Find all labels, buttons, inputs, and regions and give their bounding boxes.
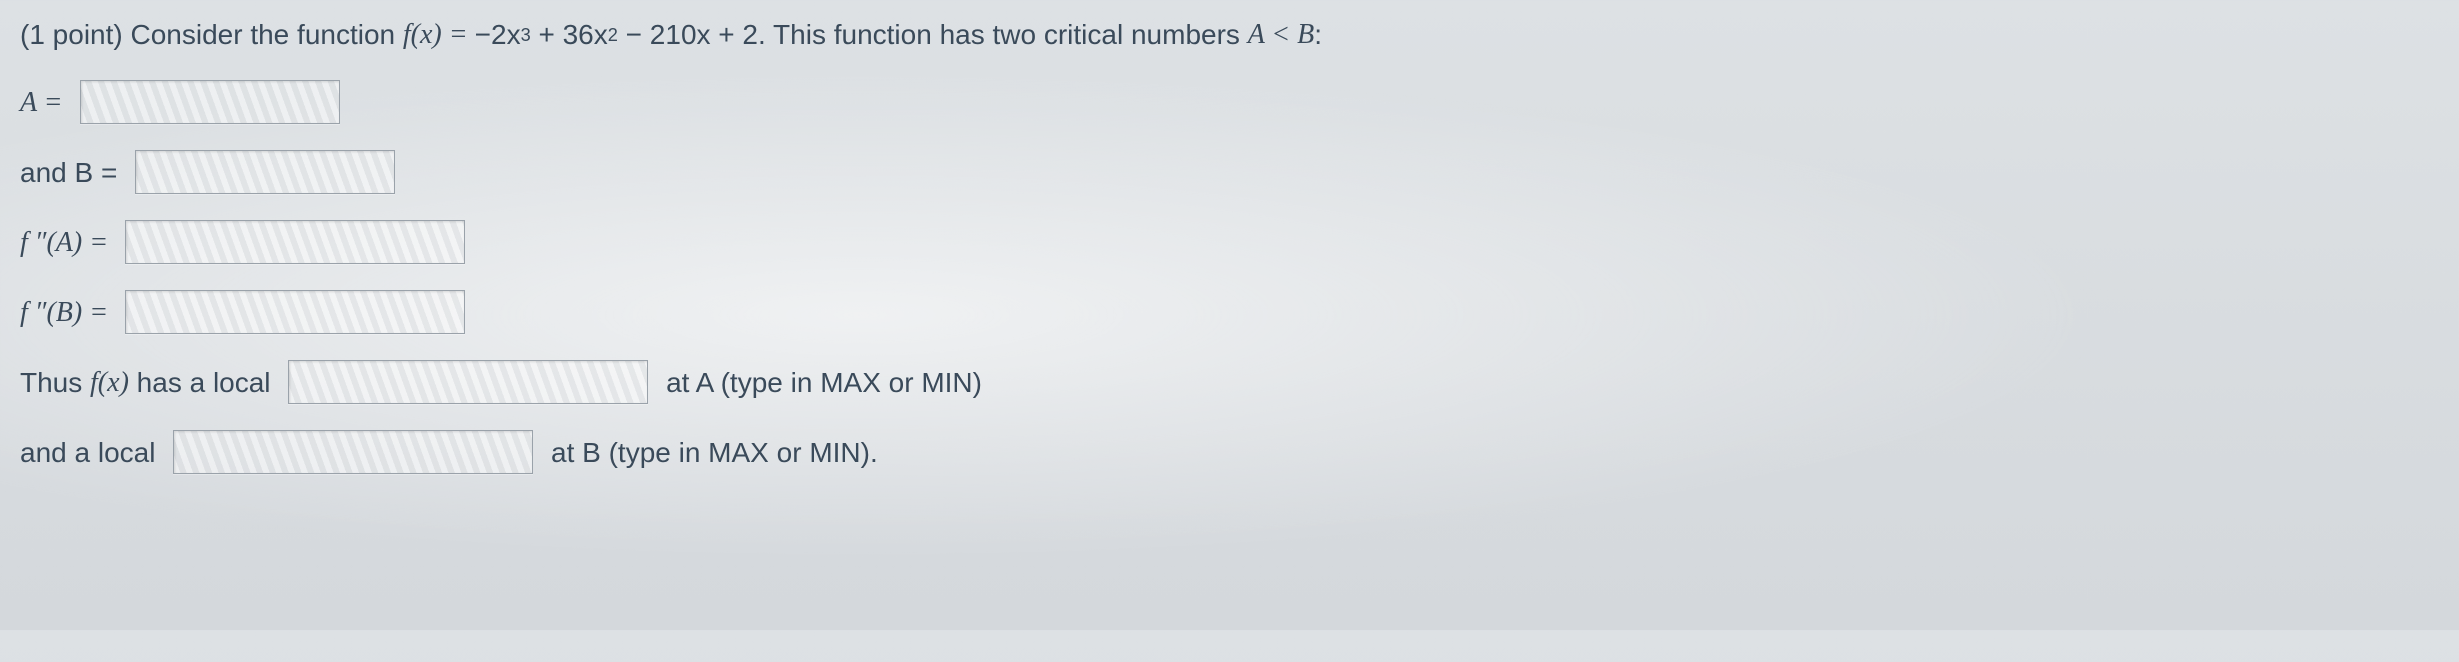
input-localB[interactable] [173,430,533,474]
colon: : [1314,15,1322,54]
coef1: −2x [475,15,521,54]
func-lhs: f(x) = [403,15,475,54]
problem-prefix: (1 point) Consider the function [20,15,403,54]
at-B-hint: at B (type in MAX or MIN). [543,433,878,472]
tail: This function has two critical numbers [766,15,1248,54]
and-a-local: and a local [20,433,163,472]
label-A: A = [20,83,70,122]
thus-prefix: Thus [20,363,90,402]
input-A[interactable] [80,80,340,124]
label-and-B: and B = [20,153,125,192]
thus-func: f(x) [90,363,129,402]
label-fppB: f ″(B) = [20,293,115,332]
row-fppB: f ″(B) = [20,290,2439,334]
label-fppA: f ″(A) = [20,223,115,262]
row-A: A = [20,80,2439,124]
thus-haslocal: has a local [129,363,278,402]
at-A-hint: at A (type in MAX or MIN) [658,363,982,402]
input-localA[interactable] [288,360,648,404]
problem-statement-row: (1 point) Consider the function f(x) = −… [20,15,2439,54]
input-B[interactable] [135,150,395,194]
input-fppB[interactable] [125,290,465,334]
plus1: + 36x [531,15,608,54]
rest: − 210x + 2. [618,15,766,54]
A-less-B: A < B [1248,15,1315,54]
row-fppA: f ″(A) = [20,220,2439,264]
row-localB: and a local at B (type in MAX or MIN). [20,430,2439,474]
row-B: and B = [20,150,2439,194]
input-fppA[interactable] [125,220,465,264]
row-localA: Thus f(x) has a local at A (type in MAX … [20,360,2439,404]
